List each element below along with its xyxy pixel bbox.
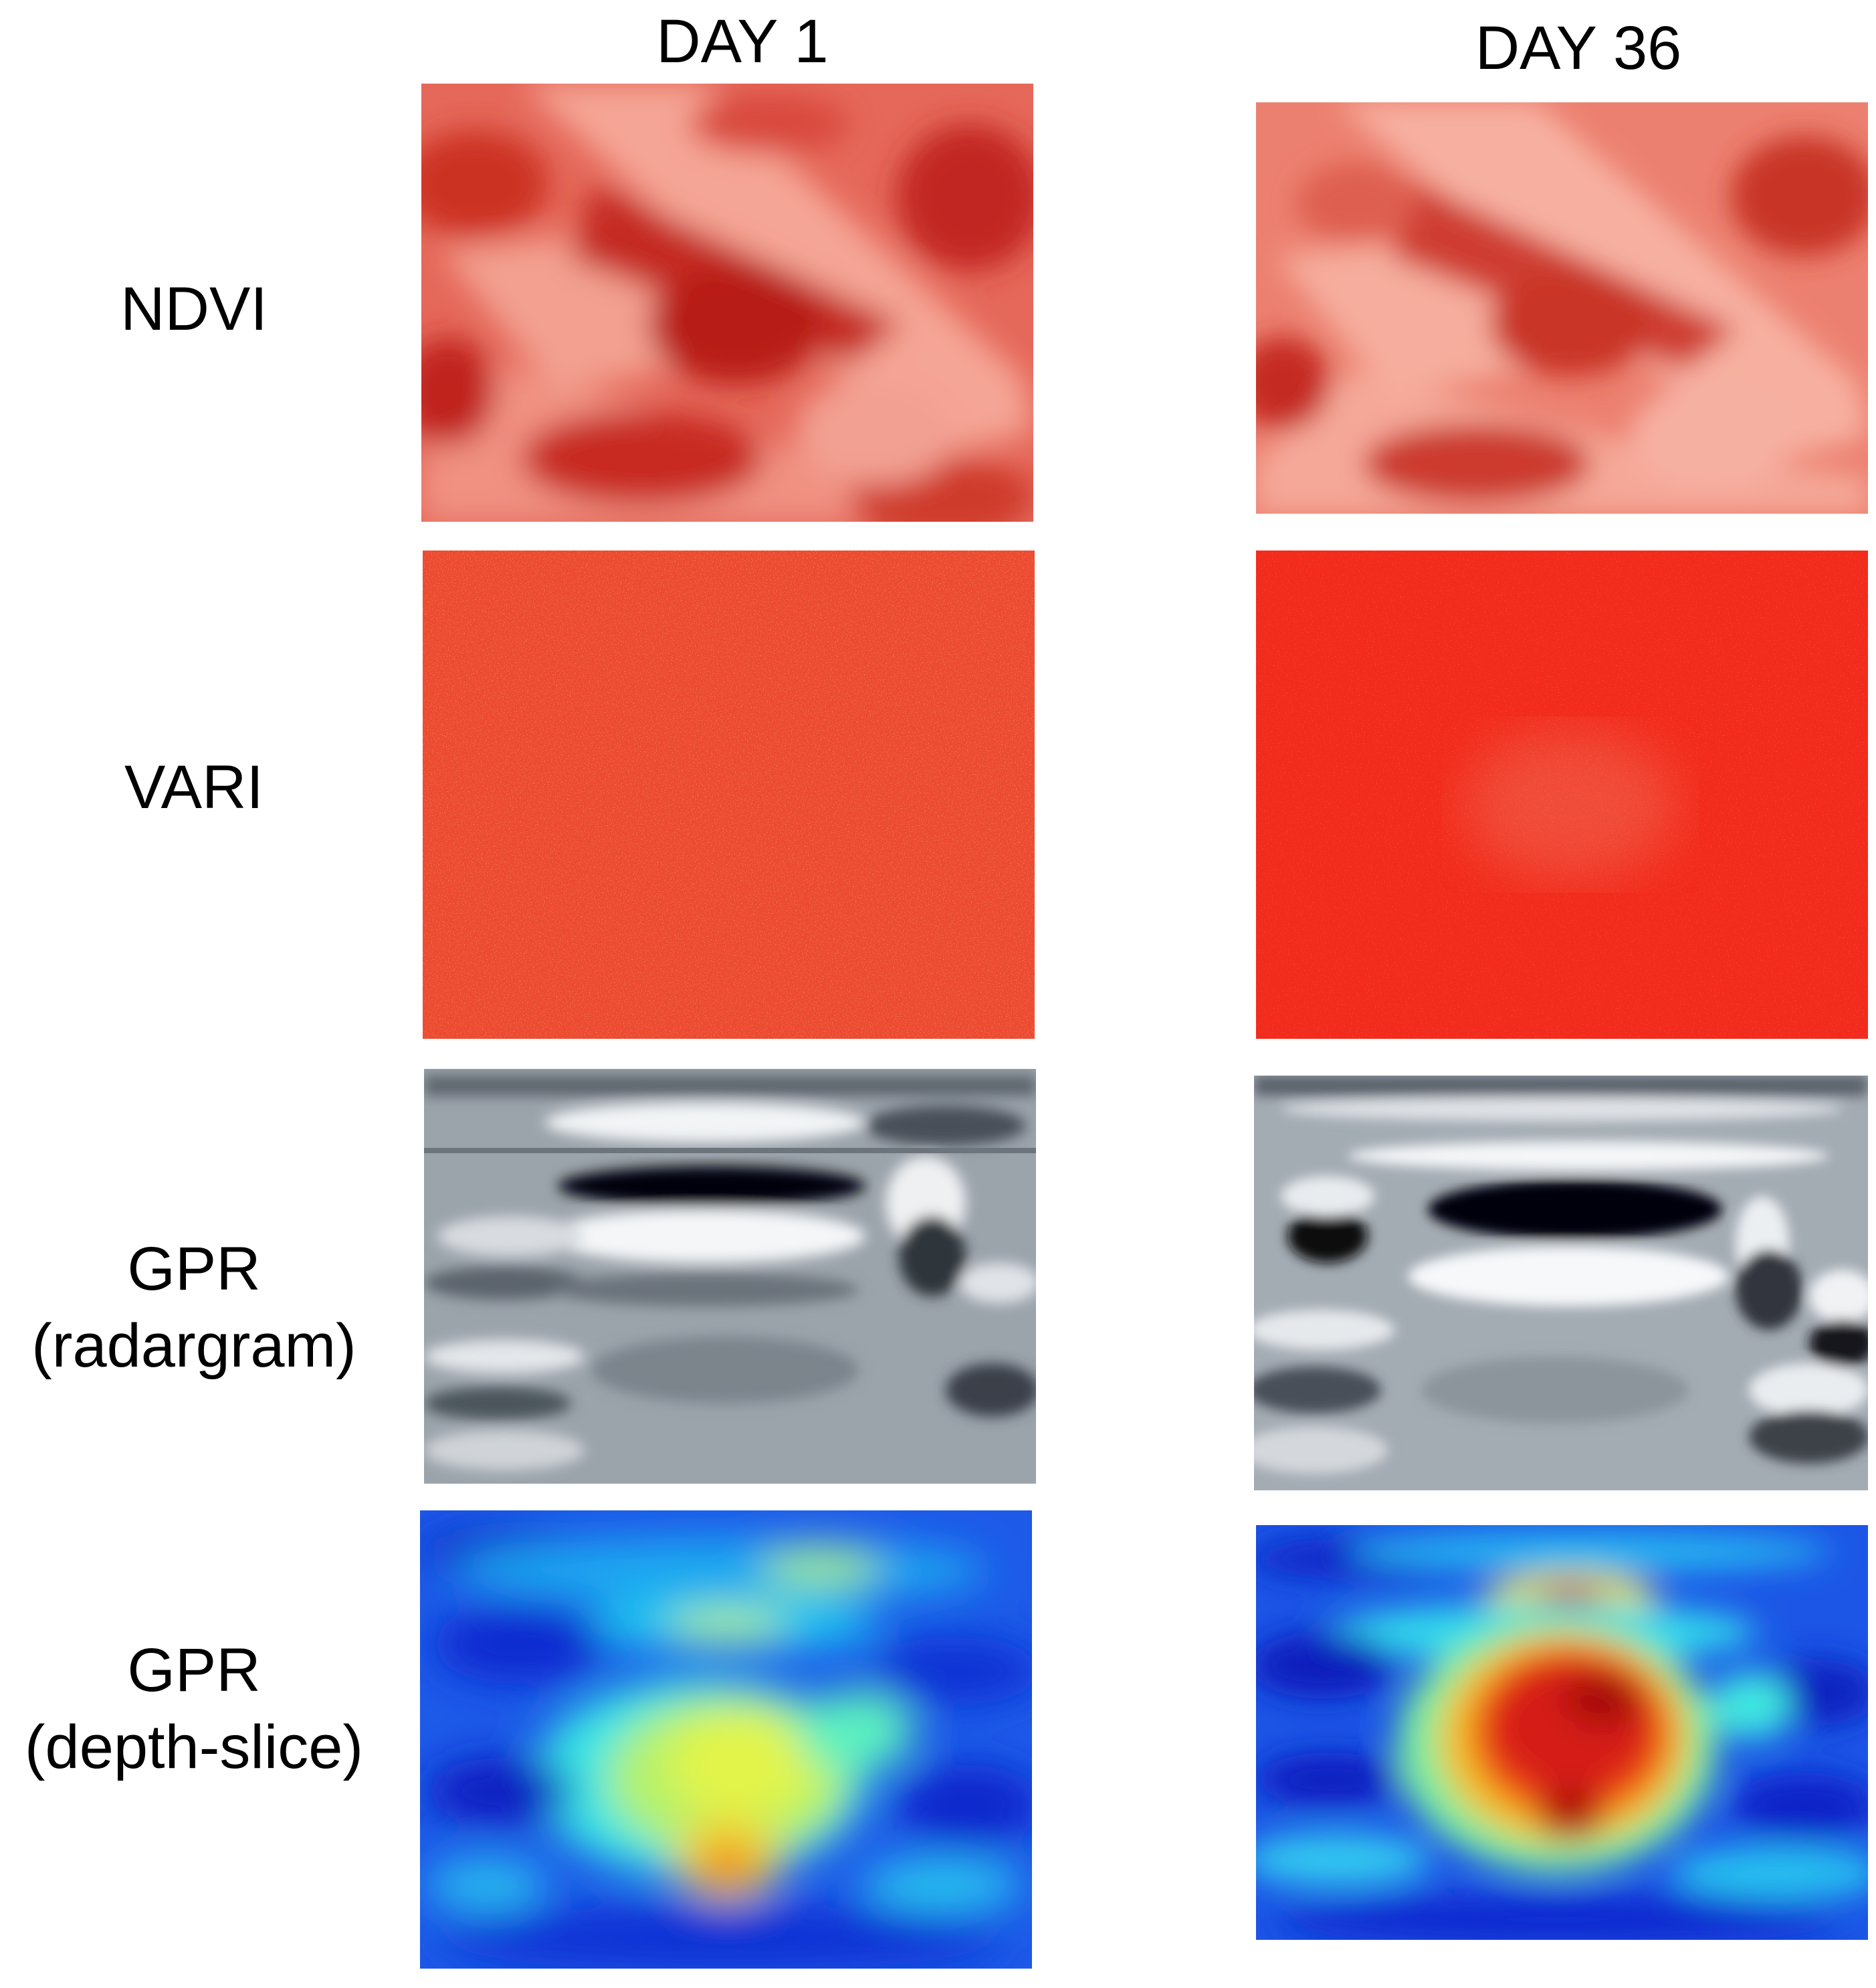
row-label-ndvi: NDVI (13, 271, 375, 348)
gpr-depth-slice-day1-image (420, 1510, 1032, 1969)
row-label-gpr-radargram-line2: (radargram) (31, 1312, 356, 1380)
gpr-depth-slice-day36-image (1256, 1525, 1868, 1940)
gpr-radargram-day36-image (1254, 1076, 1868, 1490)
column-title-day-36: DAY 36 (1475, 14, 1682, 82)
row-label-gpr-depth-slice: GPR (depth-slice) (3, 1632, 385, 1786)
ndvi-day36-image (1256, 102, 1868, 514)
row-label-vari: VARI (13, 749, 375, 826)
ndvi-day1-image (421, 84, 1033, 522)
row-label-gpr-depth-slice-line1: GPR (127, 1636, 261, 1704)
vari-day1-image (423, 551, 1035, 1039)
vari-day36-image (1256, 551, 1868, 1039)
row-label-gpr-depth-slice-line2: (depth-slice) (24, 1713, 364, 1781)
row-label-gpr-radargram-line1: GPR (127, 1235, 261, 1303)
gpr-radargram-day1-image (424, 1069, 1036, 1484)
row-label-vari-line1: VARI (124, 753, 264, 821)
row-label-ndvi-line1: NDVI (120, 275, 268, 343)
row-label-gpr-radargram: GPR (radargram) (13, 1231, 375, 1385)
column-title-day-1: DAY 1 (656, 7, 829, 76)
